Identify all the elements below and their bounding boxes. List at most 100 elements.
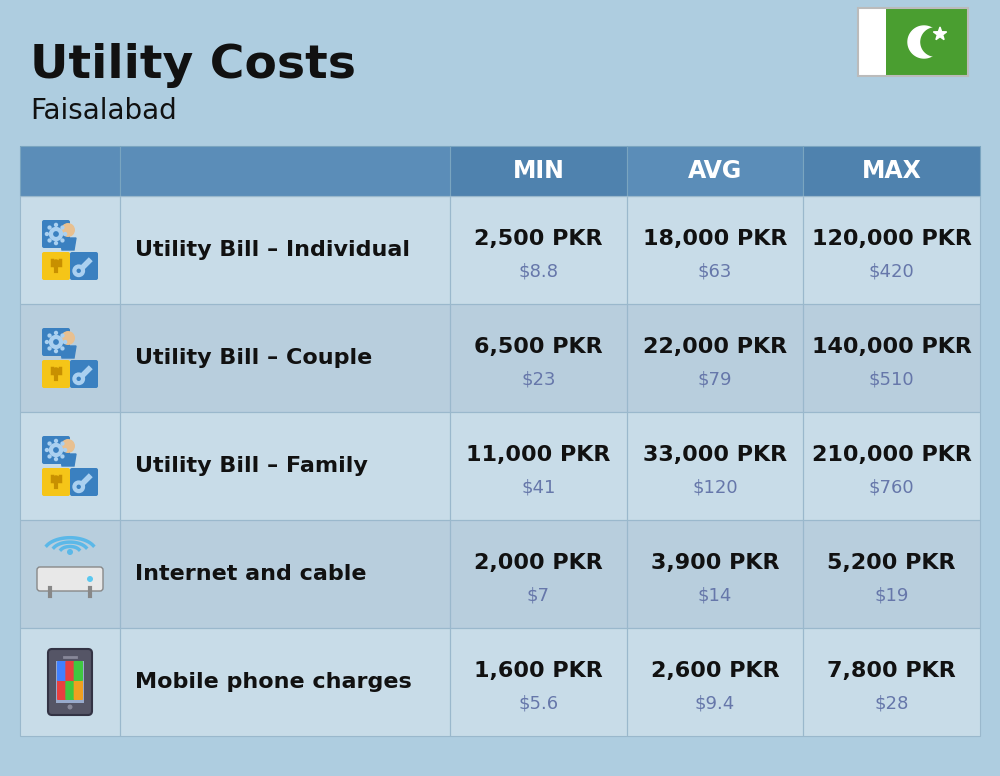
Bar xyxy=(120,196,450,304)
Bar xyxy=(20,520,120,628)
Text: Mobile phone charges: Mobile phone charges xyxy=(135,672,412,692)
Text: $7: $7 xyxy=(527,587,550,605)
Polygon shape xyxy=(60,346,76,358)
Text: 2,000 PKR: 2,000 PKR xyxy=(474,553,603,573)
FancyBboxPatch shape xyxy=(42,328,70,356)
Circle shape xyxy=(74,266,83,275)
Polygon shape xyxy=(60,454,76,466)
Circle shape xyxy=(47,442,52,445)
Bar xyxy=(20,196,980,304)
Bar xyxy=(20,520,980,628)
Text: 3,900 PKR: 3,900 PKR xyxy=(651,553,779,573)
Circle shape xyxy=(47,346,52,351)
Text: 6,500 PKR: 6,500 PKR xyxy=(474,338,603,357)
Bar xyxy=(886,8,968,76)
Bar xyxy=(627,628,803,736)
Text: $19: $19 xyxy=(874,587,909,605)
Text: 7,800 PKR: 7,800 PKR xyxy=(827,661,956,681)
Bar xyxy=(450,196,627,304)
FancyBboxPatch shape xyxy=(70,360,98,388)
Bar xyxy=(803,146,980,196)
Circle shape xyxy=(47,334,52,338)
Circle shape xyxy=(61,439,75,453)
FancyBboxPatch shape xyxy=(57,661,66,681)
FancyBboxPatch shape xyxy=(42,252,70,280)
Bar xyxy=(20,304,120,412)
Circle shape xyxy=(60,454,65,459)
Text: $79: $79 xyxy=(698,371,732,389)
FancyBboxPatch shape xyxy=(42,360,70,388)
Circle shape xyxy=(67,549,73,555)
Circle shape xyxy=(52,475,60,484)
Bar xyxy=(20,196,120,304)
Bar xyxy=(450,520,627,628)
Text: 1,600 PKR: 1,600 PKR xyxy=(474,661,603,681)
FancyBboxPatch shape xyxy=(65,680,75,700)
Text: 210,000 PKR: 210,000 PKR xyxy=(812,445,972,465)
Bar xyxy=(803,304,980,412)
Circle shape xyxy=(74,375,83,383)
Bar xyxy=(627,146,803,196)
Text: $14: $14 xyxy=(698,587,732,605)
FancyBboxPatch shape xyxy=(70,252,98,280)
Circle shape xyxy=(60,334,65,338)
Bar xyxy=(450,412,627,520)
Circle shape xyxy=(54,331,58,335)
Bar xyxy=(120,628,450,736)
Circle shape xyxy=(45,232,49,236)
Circle shape xyxy=(47,454,52,459)
FancyBboxPatch shape xyxy=(42,468,70,496)
Bar xyxy=(627,412,803,520)
Text: $9.4: $9.4 xyxy=(695,695,735,712)
Circle shape xyxy=(63,340,67,345)
Bar xyxy=(450,146,627,196)
Text: 2,600 PKR: 2,600 PKR xyxy=(651,661,779,681)
FancyBboxPatch shape xyxy=(48,649,92,715)
Bar xyxy=(803,412,980,520)
Polygon shape xyxy=(933,27,947,40)
Circle shape xyxy=(49,334,63,349)
Circle shape xyxy=(54,438,58,443)
FancyBboxPatch shape xyxy=(42,436,70,464)
Text: $120: $120 xyxy=(692,479,738,497)
Text: 11,000 PKR: 11,000 PKR xyxy=(466,445,611,465)
Circle shape xyxy=(61,223,75,237)
FancyBboxPatch shape xyxy=(42,220,70,248)
Text: MAX: MAX xyxy=(862,159,922,183)
Circle shape xyxy=(60,346,65,351)
Circle shape xyxy=(54,241,58,245)
Circle shape xyxy=(53,231,59,237)
Bar xyxy=(20,628,980,736)
Bar xyxy=(20,304,980,412)
Circle shape xyxy=(47,238,52,243)
Text: 18,000 PKR: 18,000 PKR xyxy=(643,229,787,249)
Circle shape xyxy=(54,223,58,227)
Text: 2,500 PKR: 2,500 PKR xyxy=(474,229,603,249)
Bar xyxy=(627,304,803,412)
Circle shape xyxy=(60,442,65,445)
Circle shape xyxy=(45,340,49,345)
Bar xyxy=(120,146,450,196)
Bar xyxy=(627,196,803,304)
Circle shape xyxy=(63,448,67,452)
Polygon shape xyxy=(921,28,949,56)
Circle shape xyxy=(53,339,59,345)
Bar xyxy=(120,412,450,520)
Circle shape xyxy=(74,483,83,491)
Text: 120,000 PKR: 120,000 PKR xyxy=(812,229,972,249)
Circle shape xyxy=(54,349,58,353)
Polygon shape xyxy=(60,238,76,250)
Circle shape xyxy=(60,238,65,243)
Circle shape xyxy=(63,232,67,236)
Bar xyxy=(20,628,120,736)
Circle shape xyxy=(68,705,72,709)
Text: $510: $510 xyxy=(869,371,914,389)
FancyBboxPatch shape xyxy=(65,661,75,681)
Circle shape xyxy=(61,331,75,345)
Text: $760: $760 xyxy=(869,479,914,497)
Text: 140,000 PKR: 140,000 PKR xyxy=(812,338,972,357)
Text: Utility Costs: Utility Costs xyxy=(30,43,356,88)
Bar xyxy=(20,146,120,196)
Bar xyxy=(450,628,627,736)
FancyBboxPatch shape xyxy=(70,468,98,496)
